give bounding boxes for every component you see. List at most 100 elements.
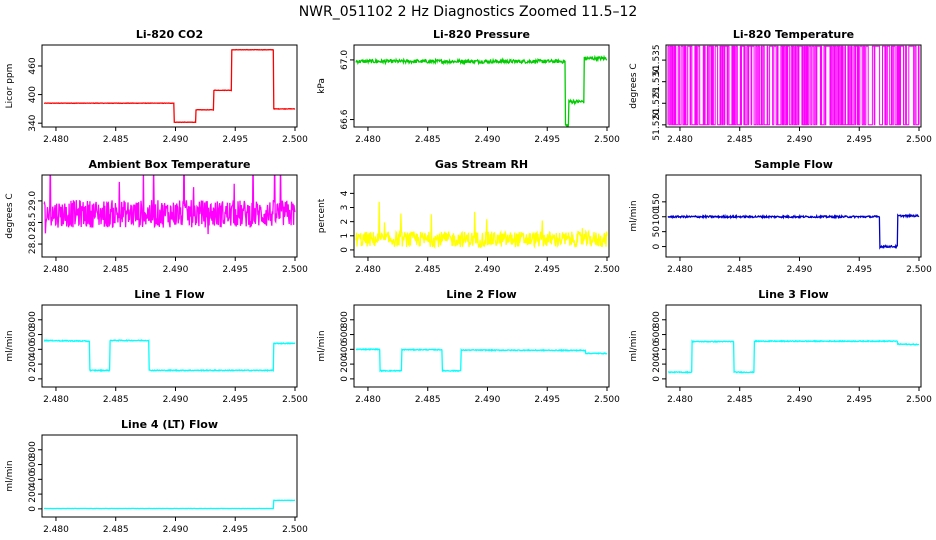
x-tick-label: 2.485 <box>103 395 129 405</box>
x-tick-label: 2.500 <box>282 265 308 275</box>
x-tick-label: 2.490 <box>475 135 501 145</box>
panel-title: Sample Flow <box>754 158 833 171</box>
series-line <box>667 212 920 250</box>
y-axis-label: kPa <box>317 78 327 94</box>
y-tick-label: 400 <box>28 470 38 487</box>
y-tick-label: 400 <box>28 86 38 103</box>
x-tick-label: 2.480 <box>43 135 69 145</box>
y-tick-label: 0 <box>28 376 38 382</box>
y-axis-label: ml/min <box>317 330 327 361</box>
x-tick-label: 2.495 <box>846 135 872 145</box>
x-tick-label: 2.500 <box>594 265 620 275</box>
series-line <box>355 201 608 250</box>
y-tick-label: 51.530 <box>652 66 662 98</box>
plot-frame <box>41 434 298 518</box>
y-tick-label: 800 <box>340 311 350 328</box>
plot-frame <box>353 174 610 258</box>
panel-title: Ambient Box Temperature <box>89 158 251 171</box>
plot-frame <box>353 44 610 128</box>
y-tick-label: 200 <box>28 355 38 372</box>
y-tick-label: 600 <box>28 456 38 473</box>
y-tick-label: 67.0 <box>340 50 350 70</box>
x-tick-label: 2.495 <box>534 395 560 405</box>
y-axis-label: ml/min <box>629 200 639 231</box>
x-tick-label: 2.480 <box>355 135 381 145</box>
x-tick-label: 2.480 <box>667 265 693 275</box>
y-tick-label: 600 <box>340 326 350 343</box>
x-tick-label: 2.485 <box>415 265 441 275</box>
plot-frame <box>665 304 922 388</box>
x-tick-label: 2.480 <box>43 525 69 535</box>
x-tick-label: 2.490 <box>163 525 189 535</box>
y-tick-label: 800 <box>28 441 38 458</box>
x-tick-label: 2.495 <box>222 525 248 535</box>
series-line <box>44 499 296 510</box>
y-tick-label: 50 <box>652 226 662 238</box>
y-tick-label: 4 <box>340 190 350 196</box>
y-axis-label: degrees C <box>5 193 15 238</box>
x-tick-label: 2.500 <box>282 135 308 145</box>
plot-frame <box>41 174 298 258</box>
y-tick-label: 1 <box>340 233 350 239</box>
figure-title: NWR_051102 2 Hz Diagnostics Zoomed 11.5–… <box>299 4 638 20</box>
panel-rh: Gas Stream RH 2.480 2.485 2.490 2.495 2.500 0 1… <box>317 158 620 275</box>
x-tick-label: 2.490 <box>787 395 813 405</box>
panel-title: Li-820 CO2 <box>136 28 203 41</box>
y-tick-label: 0 <box>28 506 38 512</box>
y-tick-label: 150 <box>652 193 662 210</box>
y-tick-label: 200 <box>28 485 38 502</box>
panel-pressure: Li-820 Pressure 2.480 2.485 2.490 2.495 2.500… <box>317 28 620 145</box>
panel-title: Gas Stream RH <box>435 158 528 171</box>
y-tick-label: 340 <box>28 114 38 131</box>
panel-line3: Line 3 Flow 2.480 2.485 2.490 2.495 2.500 0 200… <box>629 288 932 405</box>
plot-frame <box>41 304 298 388</box>
y-tick-label: 400 <box>28 340 38 357</box>
plot-frame <box>41 44 298 128</box>
x-tick-label: 2.490 <box>163 395 189 405</box>
y-tick-label: 200 <box>652 355 662 372</box>
y-axis-label: ml/min <box>5 460 15 491</box>
x-tick-label: 2.485 <box>727 135 753 145</box>
y-axis-label: percent <box>317 198 327 233</box>
y-tick-label: 29.0 <box>28 191 38 211</box>
y-tick-label: 0 <box>340 247 350 253</box>
x-tick-label: 2.500 <box>282 525 308 535</box>
y-tick-label: 460 <box>28 57 38 74</box>
y-tick-label: 0 <box>652 243 662 249</box>
y-tick-label: 200 <box>340 355 350 372</box>
y-tick-label: 800 <box>28 311 38 328</box>
y-tick-label: 400 <box>340 340 350 357</box>
x-tick-label: 2.480 <box>355 265 381 275</box>
x-tick-label: 2.480 <box>43 265 69 275</box>
panel-co2: Li-820 CO2 2.480 2.485 2.490 2.495 2.500 340 40… <box>5 28 308 145</box>
x-tick-label: 2.480 <box>667 135 693 145</box>
x-tick-label: 2.485 <box>103 135 129 145</box>
panel-line2: Line 2 Flow 2.480 2.485 2.490 2.495 2.500 0 200… <box>317 288 620 405</box>
x-tick-label: 2.500 <box>594 395 620 405</box>
panel-title: Line 2 Flow <box>446 288 516 301</box>
plot-frame <box>665 44 922 128</box>
panel-title: Line 4 (LT) Flow <box>121 418 218 431</box>
y-tick-label: 51.535 <box>652 44 662 76</box>
series-line <box>43 48 296 124</box>
x-tick-label: 2.495 <box>534 135 560 145</box>
x-tick-label: 2.490 <box>163 135 189 145</box>
x-tick-label: 2.485 <box>103 525 129 535</box>
x-tick-label: 2.495 <box>534 265 560 275</box>
y-tick-label: 28.5 <box>28 212 38 232</box>
x-tick-label: 2.480 <box>43 395 69 405</box>
x-tick-label: 2.495 <box>846 395 872 405</box>
x-tick-label: 2.490 <box>787 265 813 275</box>
y-tick-label: 28.0 <box>28 234 38 254</box>
y-tick-label: 600 <box>652 326 662 343</box>
plot-frame <box>353 304 610 388</box>
x-tick-label: 2.485 <box>727 395 753 405</box>
y-axis-label: ml/min <box>5 330 15 361</box>
y-axis-label: degrees C <box>629 63 639 108</box>
y-axis-label: Licor ppm <box>5 64 15 109</box>
x-tick-label: 2.490 <box>475 395 501 405</box>
panel-title: Line 3 Flow <box>758 288 828 301</box>
x-tick-label: 2.485 <box>415 395 441 405</box>
